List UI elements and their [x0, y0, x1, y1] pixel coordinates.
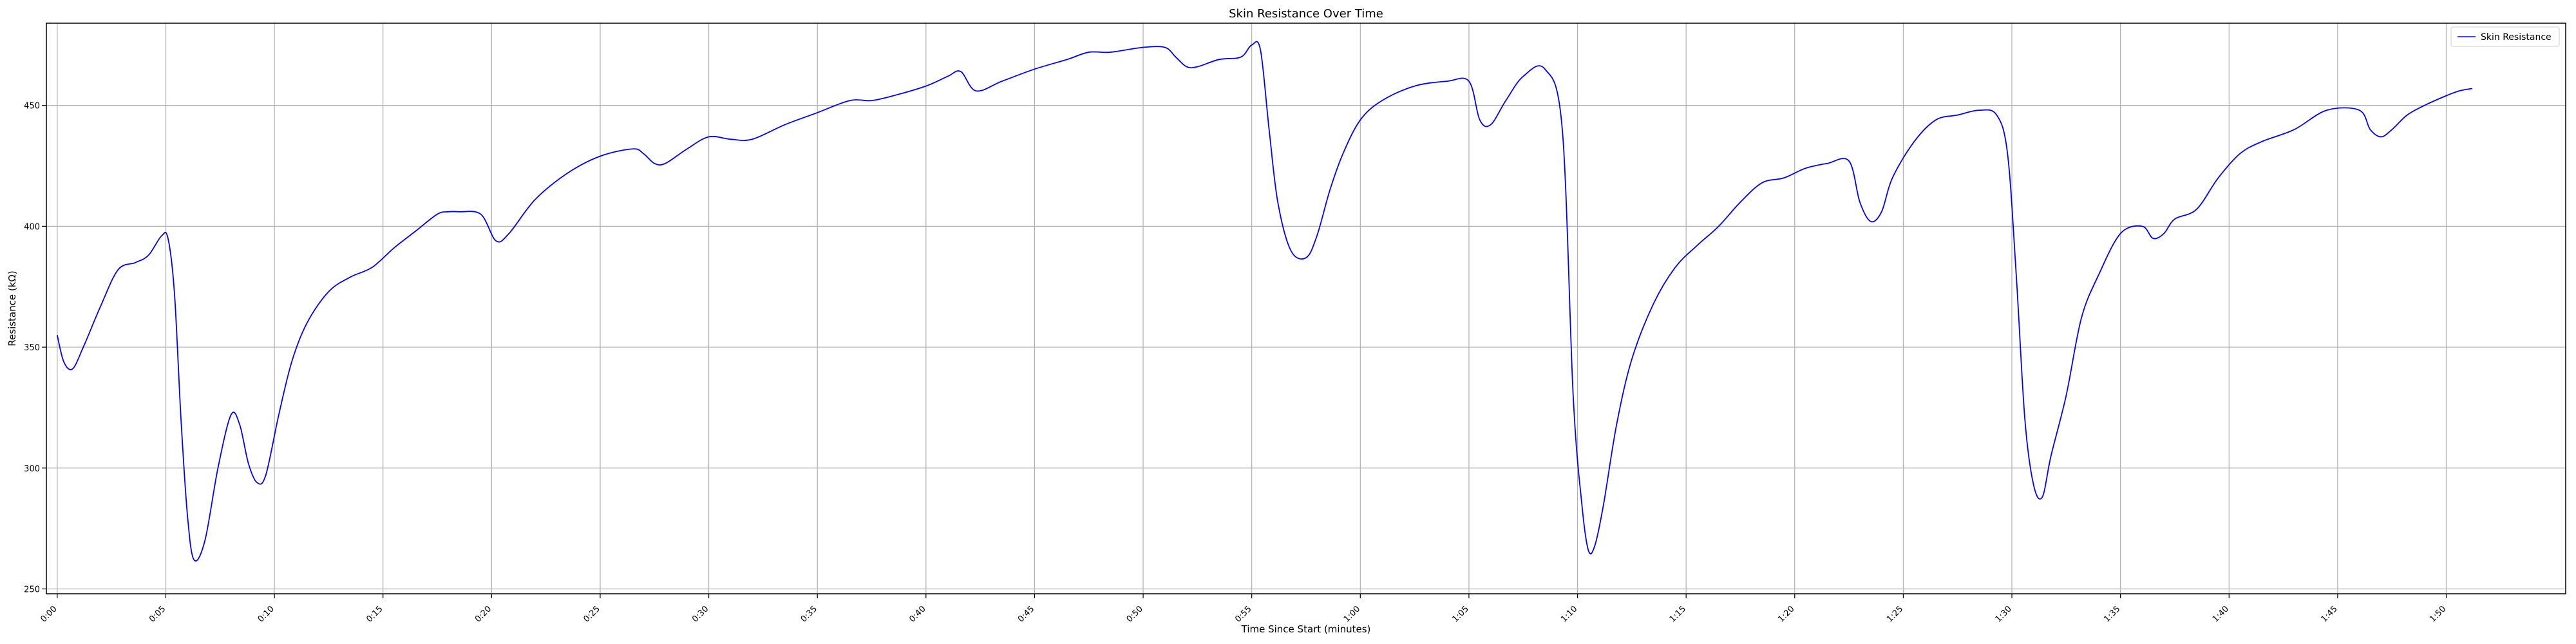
- series-line-skin-resistance: [56, 41, 2473, 562]
- legend: Skin Resistance: [2450, 26, 2560, 47]
- plot-area: [46, 23, 2566, 594]
- grid-lines: [46, 23, 2566, 594]
- y-tick-label: 450: [24, 102, 40, 111]
- plot-frame: [46, 23, 2566, 594]
- series-layer: [56, 41, 2473, 562]
- y-tick-label: 250: [24, 585, 40, 594]
- y-tick-label: 350: [24, 343, 40, 353]
- x-axis-title: Time Since Start (minutes): [1241, 623, 1371, 635]
- y-axis: 250 300 350 400 450: [24, 102, 46, 594]
- legend-label: Skin Resistance: [2481, 32, 2552, 43]
- legend-box: [2450, 26, 2560, 47]
- y-tick-label: 400: [24, 222, 40, 232]
- y-tick-label: 300: [24, 464, 40, 474]
- y-axis-title: Resistance (kΩ): [6, 270, 18, 346]
- chart-title: Skin Resistance Over Time: [1229, 7, 1383, 21]
